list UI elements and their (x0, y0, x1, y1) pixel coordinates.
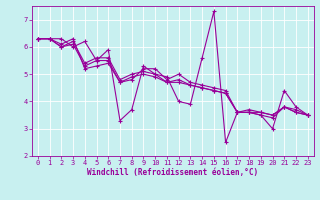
X-axis label: Windchill (Refroidissement éolien,°C): Windchill (Refroidissement éolien,°C) (87, 168, 258, 177)
